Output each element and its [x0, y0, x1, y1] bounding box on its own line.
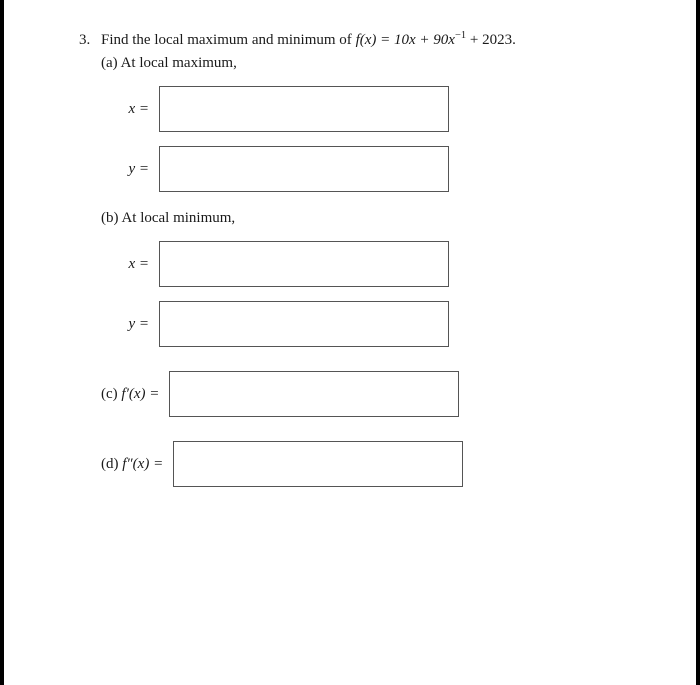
question-number: 3.	[79, 32, 101, 49]
fn-exp: −1	[455, 30, 466, 41]
fn-lhs: f(x) =	[356, 32, 394, 48]
question-prompt: 3. Find the local maximum and minimum of…	[79, 30, 636, 49]
part-d-deriv: f″(x) =	[122, 456, 163, 472]
part-b: (b) At local minimum,	[101, 210, 636, 227]
part-d-input[interactable]	[173, 441, 463, 487]
part-a-x-row: x =	[119, 86, 636, 132]
y-label-b: y =	[119, 316, 159, 333]
part-b-y-row: y =	[119, 301, 636, 347]
part-d-tag: (d)	[101, 456, 119, 472]
prompt-prefix: Find the local maximum and minimum of	[101, 32, 356, 48]
x-label: x =	[119, 101, 159, 118]
part-b-label: (b)	[101, 210, 119, 227]
part-c-tag: (c)	[101, 386, 118, 402]
part-a-y-input[interactable]	[159, 146, 449, 192]
part-d-label: (d) f″(x) =	[101, 456, 173, 473]
part-b-x-row: x =	[119, 241, 636, 287]
part-c: (c) f′(x) =	[101, 371, 636, 417]
question-content: 3. Find the local maximum and minimum of…	[4, 30, 696, 487]
part-d: (d) f″(x) =	[101, 441, 636, 487]
part-c-label: (c) f′(x) =	[101, 386, 169, 403]
fn-rhs: 10x + 90x	[394, 32, 455, 48]
part-a-y-row: y =	[119, 146, 636, 192]
part-a-x-input[interactable]	[159, 86, 449, 132]
page-border: 3. Find the local maximum and minimum of…	[0, 0, 700, 685]
part-c-input[interactable]	[169, 371, 459, 417]
fn-tail: + 2023.	[466, 32, 516, 48]
y-label: y =	[119, 161, 159, 178]
part-b-y-input[interactable]	[159, 301, 449, 347]
part-a-label: (a)	[101, 55, 118, 72]
question-text: Find the local maximum and minimum of f(…	[101, 30, 636, 49]
part-b-text: At local minimum,	[121, 210, 235, 226]
part-a-text: At local maximum,	[121, 55, 237, 71]
part-a: (a) At local maximum,	[101, 55, 636, 72]
x-label-b: x =	[119, 256, 159, 273]
part-b-x-input[interactable]	[159, 241, 449, 287]
part-c-deriv: f′(x) =	[121, 386, 159, 402]
